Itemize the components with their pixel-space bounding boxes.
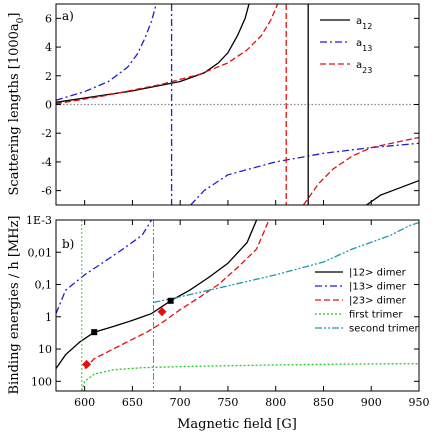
y-tick-label: 10 [38,343,52,356]
x-axis-ticks: 600 650 700 750 800 850 900 950 [74,220,430,409]
legend-name: a [356,38,362,49]
y-tick-label: 1 [45,311,52,324]
panel-a-y-axis-label: Scattering lengths [1000a0] [7,13,26,196]
panel-b-legend: |12> dimer |13> dimer |23> dimer first trim… [315,268,420,335]
panel-a-y-ticks: -6 -4 -2 0 2 4 6 [41,12,420,205]
legend-label-d23: |23> dimer [349,296,407,307]
legend-label-a13: a13 [356,38,372,53]
y-tick-label: -6 [41,185,52,198]
legend-subscript: 13 [362,44,372,53]
y-tick-label: 0,01 [28,246,53,259]
marker-diamond-d23 [82,359,92,369]
series-d12 [56,220,258,369]
x-axis-label: Magnetic field [G] [177,417,297,432]
legend-subscript: 23 [362,66,372,75]
panel-b-y-axis-label: Binding energies / h [MHz] [7,216,22,395]
y-tick-label: 6 [45,12,52,25]
y-tick-label: 2 [45,70,52,83]
panel-b-series [56,220,419,391]
panel-a-series [56,4,419,205]
series-a13-branch-2 [190,142,419,205]
panel-b-label: b) [62,237,74,251]
y-tick-label: -2 [41,127,52,140]
x-tick-label: 700 [170,396,191,409]
x-tick-label: 900 [361,396,382,409]
panel-b-frame [55,219,420,392]
panel-a-y-label-main: Scattering lengths [1000a [7,23,22,195]
series-a12-branch-2 [366,179,419,205]
legend-name: a [356,16,362,27]
y-tick-label: 100 [31,375,52,388]
panel-a-y-label-sub: 0 [16,17,26,23]
legend-label-d12: |12> dimer [349,268,407,279]
x-tick-label: 800 [265,396,286,409]
legend-label-a12: a12 [356,16,372,31]
x-tick-label: 650 [122,396,143,409]
legend-subscript: 12 [362,22,372,31]
marker-square-d12 [91,329,98,336]
series-d23 [84,220,270,369]
series-a12-branch-1 [56,4,250,103]
x-tick-label: 950 [409,396,430,409]
series-a23-branch-2 [302,136,419,205]
series-t2 [153,221,419,304]
y-tick-label: 0,1 [35,279,53,292]
panel-a-label: a) [62,9,74,23]
series-a13-branch-1 [56,4,157,101]
panel-b-y-ticks: 1E-3 0,01 0,1 1 10 100 [26,214,419,388]
series-d13 [56,220,153,314]
legend-label-t1: first trimer [349,310,403,321]
legend-label-d13: |13> dimer [349,282,407,293]
y-tick-label: 0 [45,99,52,112]
legend-label-t2: second trimer [349,324,420,335]
x-tick-label: 600 [74,396,95,409]
series-a23-branch-1 [56,4,279,105]
y-tick-label: -4 [41,156,52,169]
x-tick-label: 850 [313,396,334,409]
y-tick-label: 4 [45,41,52,54]
legend-name: a [356,60,362,71]
legend-label-a23: a23 [356,60,372,75]
marker-square-d12 [167,297,174,304]
x-tick-label: 750 [217,396,238,409]
panel-b-markers [82,297,174,369]
panel-b: 1E-3 0,01 0,1 1 10 100 600 650 700 750 800 850 900 9… [7,214,430,432]
y-tick-label: 1E-3 [26,214,52,227]
marker-diamond-d23 [157,307,167,317]
panel-a-y-label-end: ] [7,13,22,18]
